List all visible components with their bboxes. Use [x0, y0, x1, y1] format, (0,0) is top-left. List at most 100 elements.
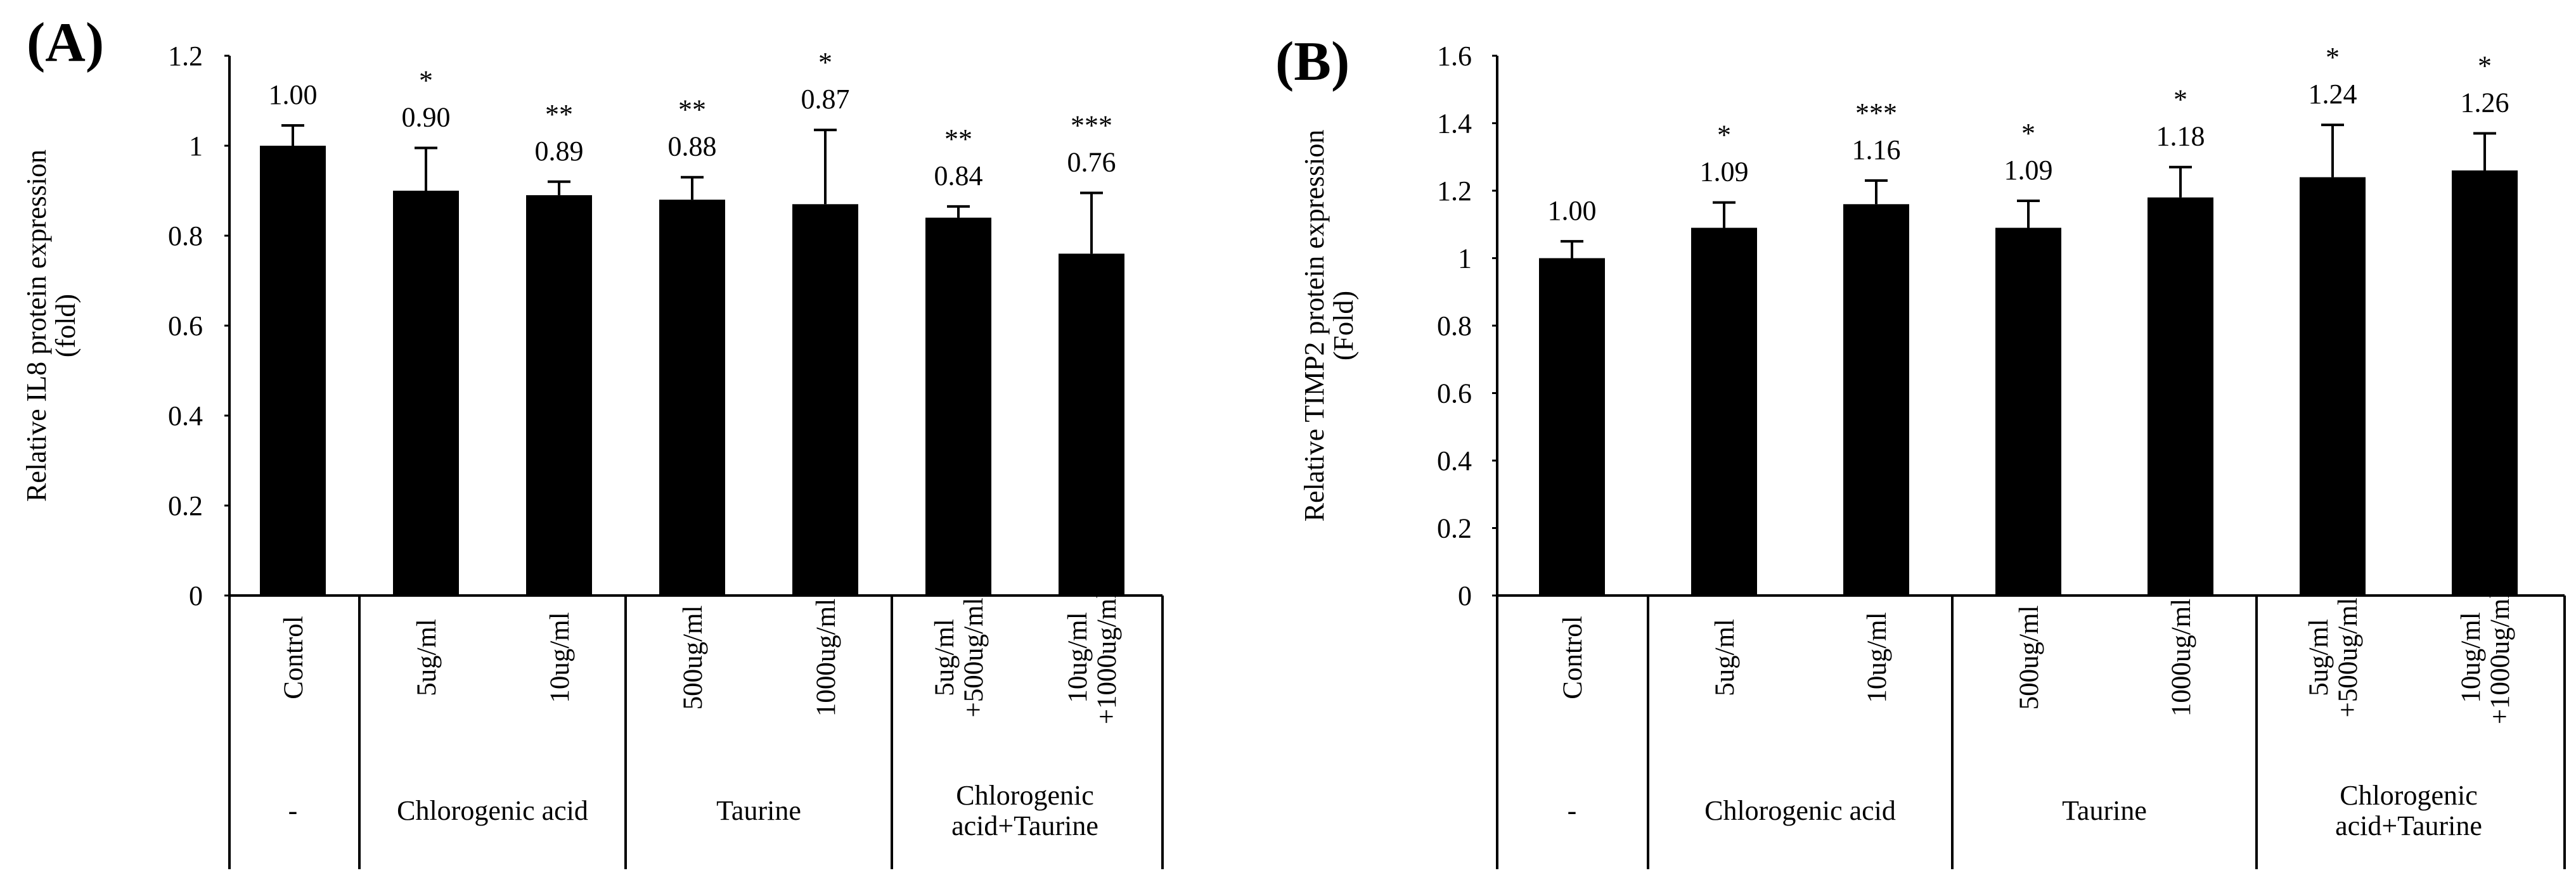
bar	[925, 217, 991, 596]
group-label: Chlorogenic acid+Taurine	[951, 780, 1098, 841]
y-tick-label: 0.8	[1437, 310, 1472, 341]
significance-mark: *	[1717, 120, 1731, 151]
group-label: Chlorogenic acid	[397, 795, 588, 826]
significance-mark: ***	[1071, 110, 1112, 141]
significance-mark: *	[2021, 118, 2035, 149]
category-label-line: +1000ug/ml	[1092, 591, 1122, 725]
bar	[1539, 258, 1605, 596]
y-tick-label: 0.8	[168, 220, 203, 252]
y-tick-label: 0.6	[1437, 378, 1472, 409]
category-label: 500ug/ml	[678, 606, 708, 710]
category-label-line: Control	[279, 616, 309, 699]
category-label: 10ug/ml+1000ug/ml	[1063, 591, 1122, 725]
group-label-line: acid+Taurine	[951, 810, 1098, 841]
data-label: 0.88	[668, 131, 717, 162]
y-tick-label: 1.2	[1437, 175, 1472, 207]
y-tick-label: 0.4	[1437, 445, 1472, 476]
category-label-line: 5ug/ml	[930, 619, 960, 696]
data-label: 0.87	[801, 84, 850, 115]
significance-mark: *	[2326, 42, 2340, 73]
category-label: Control	[279, 616, 309, 699]
panel-label: (A)	[27, 12, 104, 73]
data-label: 0.90	[402, 102, 451, 133]
category-label-line: Control	[1558, 616, 1588, 699]
category-label-line: +1000ug/ml	[2485, 591, 2515, 725]
bar	[1059, 253, 1124, 596]
y-tick-label: 1	[1458, 243, 1472, 274]
y-tick-label: 0.2	[1437, 513, 1472, 544]
y-tick-label: 1.4	[1437, 108, 1472, 139]
category-label-line: 5ug/ml	[2304, 619, 2334, 696]
category-label-line: 1000ug/ml	[2167, 599, 2196, 717]
group-label-line: -	[288, 795, 298, 826]
group-label-line: Chlorogenic	[956, 780, 1094, 811]
significance-mark: ***	[1855, 98, 1897, 129]
bar	[1843, 204, 1909, 596]
group-label: -	[1568, 795, 1577, 826]
bar	[2300, 177, 2366, 596]
group-label-line: -	[1568, 795, 1577, 826]
data-label: 1.18	[2156, 121, 2205, 152]
category-label: 5ug/ml+500ug/ml	[930, 597, 989, 717]
data-label: 0.76	[1067, 147, 1116, 178]
category-label-line: 500ug/ml	[2014, 606, 2044, 710]
data-label: 1.09	[2004, 155, 2053, 186]
bar	[1691, 227, 1757, 596]
category-label-line: +500ug/ml	[2333, 597, 2363, 717]
bar	[659, 200, 725, 596]
significance-mark: *	[2478, 50, 2492, 81]
data-label: 1.24	[2309, 79, 2357, 110]
y-axis-label: Relative TIMP2 protein expression	[1299, 130, 1330, 522]
category-label: 5ug/ml	[412, 619, 442, 696]
significance-mark: *	[419, 65, 433, 96]
group-label-line: Chlorogenic acid	[1704, 795, 1896, 826]
data-label: 1.00	[269, 79, 318, 110]
category-label: Control	[1558, 616, 1588, 699]
significance-mark: *	[2174, 84, 2187, 115]
category-label-line: 5ug/ml	[1710, 619, 1740, 696]
data-label: 0.84	[934, 160, 983, 191]
group-label-line: acid+Taurine	[2335, 810, 2482, 841]
group-label-line: Chlorogenic	[2340, 780, 2478, 811]
category-label-line: 500ug/ml	[678, 606, 708, 710]
group-label: Chlorogenic acid+Taurine	[2335, 780, 2482, 841]
y-tick-label: 1.6	[1437, 41, 1472, 72]
data-label: 0.89	[535, 136, 584, 167]
category-label: 5ug/ml	[1710, 619, 1740, 696]
data-label: 1.09	[1700, 156, 1749, 188]
category-label-line: 5ug/ml	[412, 619, 442, 696]
significance-mark: **	[545, 99, 573, 130]
category-label: 5ug/ml+500ug/ml	[2304, 597, 2363, 717]
bar	[260, 146, 326, 596]
group-label-line: Taurine	[2062, 795, 2147, 826]
category-label: 1000ug/ml	[2167, 599, 2196, 717]
category-label-line: 10ug/ml	[1862, 612, 1892, 703]
y-axis-label-unit: (Fold)	[1328, 291, 1359, 360]
panel-b: (B) Relative TIMP2 protein expression(Fol…	[1275, 31, 2566, 869]
category-label: 10ug/ml+1000ug/ml	[2456, 591, 2515, 725]
category-label-line: 10ug/ml	[2456, 612, 2486, 703]
category-label-line: 10ug/ml	[545, 612, 575, 703]
significance-mark: **	[944, 124, 972, 155]
data-label: 1.00	[1548, 195, 1597, 226]
bar	[393, 191, 459, 596]
bar	[2148, 197, 2213, 596]
y-tick-label: 0.2	[168, 490, 203, 521]
y-tick-label: 0	[189, 580, 203, 611]
bar	[1995, 227, 2061, 596]
category-label: 10ug/ml	[1862, 612, 1892, 703]
category-label: 10ug/ml	[545, 612, 575, 703]
group-label-line: Taurine	[716, 795, 801, 826]
bar	[792, 204, 858, 596]
significance-mark: **	[678, 94, 706, 125]
panel-a: (A) Relative IL8 protein expression(fold)…	[21, 12, 1164, 869]
y-tick-label: 0	[1458, 580, 1472, 611]
bar	[2452, 170, 2518, 596]
y-tick-label: 0.4	[168, 400, 203, 431]
group-label: Chlorogenic acid	[1704, 795, 1896, 826]
group-label: -	[288, 795, 298, 826]
y-axis-label-unit: (fold)	[50, 294, 81, 357]
category-label-line: +500ug/ml	[959, 597, 989, 717]
y-axis-label: Relative IL8 protein expression	[21, 150, 52, 502]
